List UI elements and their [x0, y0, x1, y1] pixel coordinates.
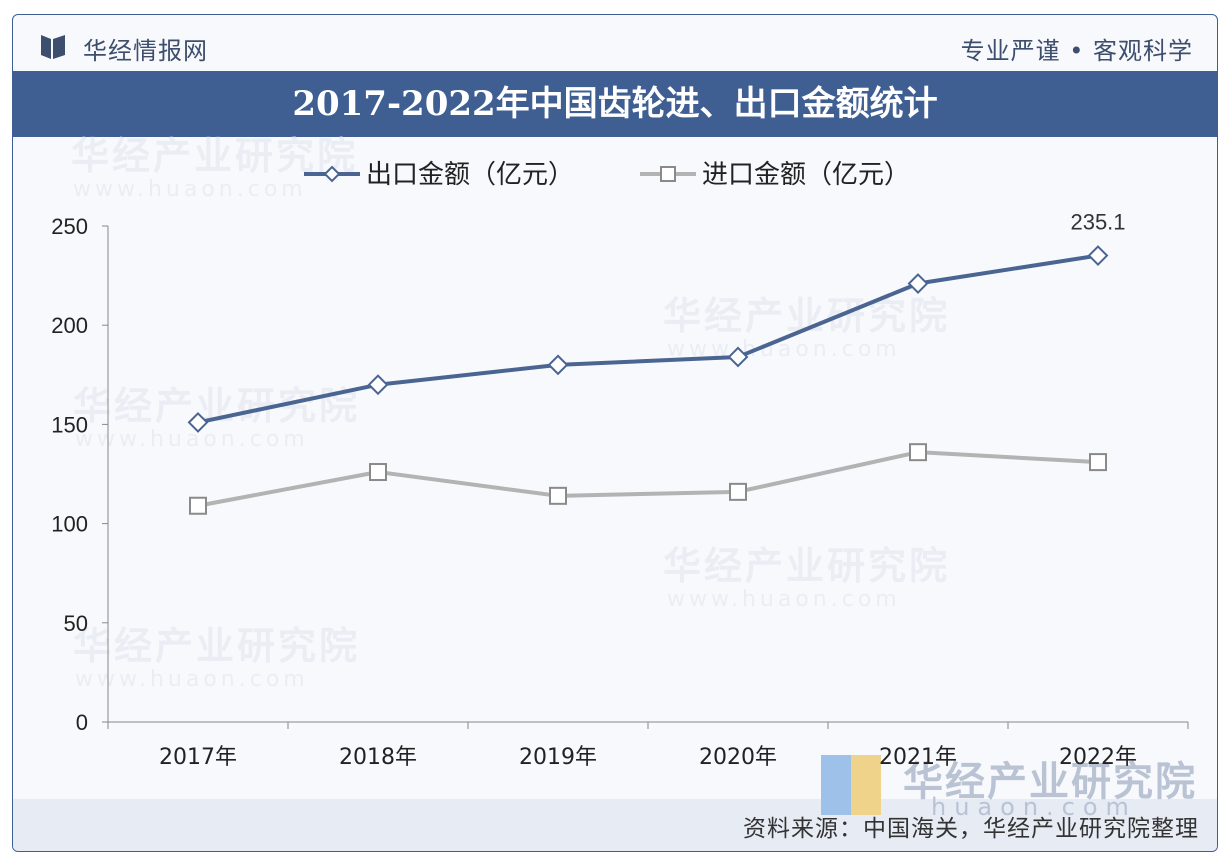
legend-marker-diamond-icon [323, 165, 341, 183]
top-bar: 华经情报网 专业严谨 • 客观科学 [13, 15, 1217, 71]
x-tick-label: 2018年 [339, 745, 417, 770]
y-tick-label: 250 [51, 214, 88, 239]
legend-marker-square-icon [660, 166, 676, 182]
data-point-export [727, 346, 749, 368]
data-point-import [549, 486, 567, 505]
watermark-text: 华经产业研究院 [73, 624, 361, 668]
x-tick-label: 2017年 [159, 745, 237, 770]
y-tick-label: 150 [51, 412, 88, 437]
watermark-text: 华经产业研究院 [71, 134, 359, 178]
footer-bar: 资料来源：中国海关，华经产业研究院整理 [13, 799, 1217, 851]
data-point-import [189, 496, 207, 515]
series-line-export [197, 253, 1099, 425]
watermark-logo-icon [851, 755, 881, 815]
x-tick-label: 2022年 [1059, 745, 1137, 770]
watermark-text: 华经产业研究院 [903, 759, 1197, 805]
corner-watermark: 华经产业研究院 huaon.com [821, 749, 1211, 821]
legend-label: 进口金额（亿元） [702, 160, 910, 190]
data-point-export [1087, 245, 1109, 266]
y-tick-label: 100 [51, 512, 88, 537]
data-point-export [367, 374, 389, 396]
series-line-import [197, 450, 1099, 508]
report-frame: 华经情报网 专业严谨 • 客观科学 2017-2022年中国齿轮进、出口金额统计… [12, 14, 1218, 852]
watermark-url: www.huaon.com [75, 667, 309, 692]
data-label: 235.1 [1070, 210, 1125, 235]
data-point-import [909, 443, 927, 462]
watermark-url: www.huaon.com [667, 587, 901, 612]
watermark-text: 华经产业研究院 [663, 544, 951, 588]
slogan: 专业严谨 • 客观科学 [960, 37, 1193, 65]
watermark-url: www.huaon.com [73, 177, 307, 202]
x-tick-label: 2019年 [519, 745, 597, 770]
data-point-import [369, 463, 387, 482]
watermark-url: www.huaon.com [75, 427, 309, 452]
data-source: 资料来源：中国海关，华经产业研究院整理 [743, 816, 1199, 842]
watermark-url: huaon.com [931, 793, 1137, 821]
data-point-import [1089, 453, 1107, 472]
data-point-export [187, 412, 209, 433]
data-point-import [729, 482, 747, 501]
x-tick-label: 2020年 [699, 745, 777, 770]
brand-name: 华经情报网 [83, 37, 208, 65]
legend-label: 出口金额（亿元） [366, 160, 574, 190]
brand-logo-icon [41, 35, 65, 59]
x-tick-label: 2021年 [879, 745, 957, 770]
title-bar: 2017-2022年中国齿轮进、出口金额统计 [13, 71, 1217, 137]
y-tick-label: 50 [64, 611, 88, 636]
chart-title: 2017-2022年中国齿轮进、出口金额统计 [292, 84, 938, 124]
data-point-export [547, 354, 569, 376]
y-tick-label: 200 [51, 313, 88, 338]
watermark-logo-icon [821, 755, 851, 815]
y-tick-label: 0 [76, 710, 88, 735]
data-point-export [907, 273, 929, 294]
